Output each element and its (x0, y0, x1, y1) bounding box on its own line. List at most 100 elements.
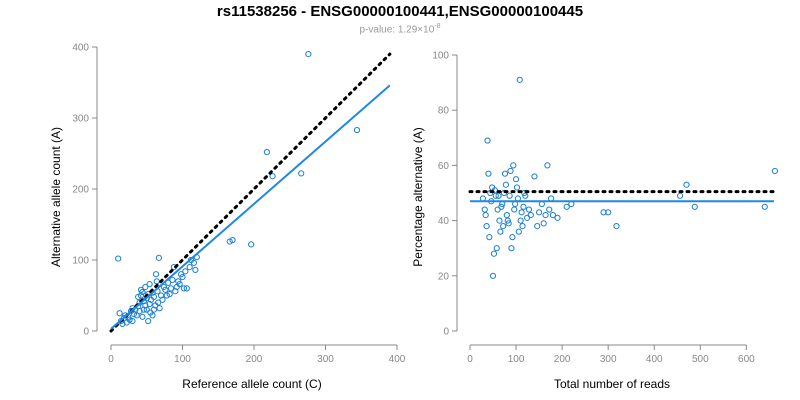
data-point (540, 220, 547, 227)
data-point (613, 223, 620, 230)
y-tick-label: 100 (72, 256, 89, 267)
data-point (531, 173, 538, 180)
data-point (486, 234, 493, 241)
x-axis-title: Reference allele count (C) (182, 377, 321, 391)
data-point (166, 290, 173, 298)
data-point (179, 273, 186, 281)
y-tick-label: 200 (72, 185, 89, 196)
data-point (183, 285, 190, 292)
chart-subtitle: p-value: 1.29×10-8 (0, 23, 800, 35)
data-point (152, 271, 160, 278)
data-point (269, 173, 276, 180)
data-point (145, 317, 152, 325)
data-point (683, 181, 690, 188)
y-tick-label: 300 (72, 114, 89, 125)
x-axis-title: Total number of reads (554, 377, 670, 391)
x-tick-label: 300 (317, 354, 334, 365)
data-point (172, 288, 179, 295)
data-point (155, 299, 162, 306)
data-point (600, 209, 607, 216)
y-tick-label: 0 (83, 327, 89, 338)
data-point (484, 137, 491, 144)
x-tick-label: 400 (389, 354, 406, 365)
fit-line (110, 84, 391, 330)
data-point (142, 302, 149, 309)
p-value-text: p-value: 1.29×10 (359, 24, 435, 36)
data-point (511, 206, 518, 213)
x-tick-label: 0 (467, 354, 473, 365)
y-tick-label: 40 (438, 216, 450, 227)
data-point (549, 211, 557, 219)
data-point (481, 206, 488, 213)
data-point (508, 245, 515, 252)
data-point (512, 176, 520, 183)
data-point (157, 292, 165, 299)
data-point (493, 245, 500, 252)
data-point (482, 211, 489, 219)
data-point (150, 306, 157, 313)
reference-line (109, 52, 392, 333)
x-tick-label: 300 (600, 354, 617, 365)
data-point (353, 126, 361, 134)
data-point (535, 209, 543, 216)
data-point (248, 241, 255, 248)
data-point (509, 234, 516, 241)
y-tick-label: 20 (438, 271, 450, 282)
data-point (496, 217, 503, 224)
data-point (494, 206, 501, 213)
data-point (520, 203, 527, 210)
data-point (129, 317, 136, 325)
data-point (305, 51, 312, 58)
x-tick-label: 500 (692, 354, 709, 365)
x-tick-label: 200 (554, 354, 571, 365)
data-point (180, 285, 188, 292)
y-tick-label: 60 (438, 161, 450, 172)
data-point (135, 293, 142, 301)
data-point (501, 170, 509, 177)
y-tick-label: 0 (443, 327, 449, 338)
data-point (149, 312, 156, 319)
data-point (525, 206, 533, 213)
data-point (156, 305, 163, 312)
data-point (605, 209, 612, 216)
data-point (527, 211, 534, 219)
data-point (503, 211, 510, 219)
data-point (518, 209, 525, 216)
x-tick-label: 200 (246, 354, 263, 365)
x-tick-label: 100 (174, 354, 191, 365)
data-point (522, 192, 529, 199)
data-point (169, 276, 176, 283)
y-tick-label: 80 (438, 106, 450, 117)
y-tick-label: 100 (432, 51, 449, 62)
data-point (485, 170, 492, 177)
data-point (500, 223, 507, 230)
data-point (504, 217, 511, 224)
data-point (507, 167, 514, 175)
data-point (524, 214, 531, 221)
data-point (146, 281, 153, 288)
p-value-exponent: -8 (434, 23, 441, 30)
data-point (263, 148, 270, 156)
x-tick-label: 400 (646, 354, 663, 365)
data-point (546, 206, 553, 213)
data-point (190, 259, 198, 266)
data-point (495, 192, 502, 199)
data-point (136, 308, 143, 315)
data-point (182, 268, 189, 275)
data-point (162, 286, 169, 293)
x-tick-label: 100 (508, 354, 525, 365)
y-axis-title: Alternative allele count (A) (49, 127, 63, 267)
data-point (771, 167, 779, 175)
data-point (502, 181, 510, 188)
data-point (513, 184, 521, 191)
y-axis-title: Percentage alternative (A) (411, 127, 425, 266)
data-point (506, 192, 513, 199)
data-point (542, 211, 549, 219)
data-point (544, 162, 551, 169)
data-point (137, 286, 145, 293)
data-point (691, 203, 698, 210)
data-point (489, 272, 497, 279)
data-point (192, 266, 199, 274)
data-point (150, 293, 157, 301)
data-point (298, 170, 305, 177)
